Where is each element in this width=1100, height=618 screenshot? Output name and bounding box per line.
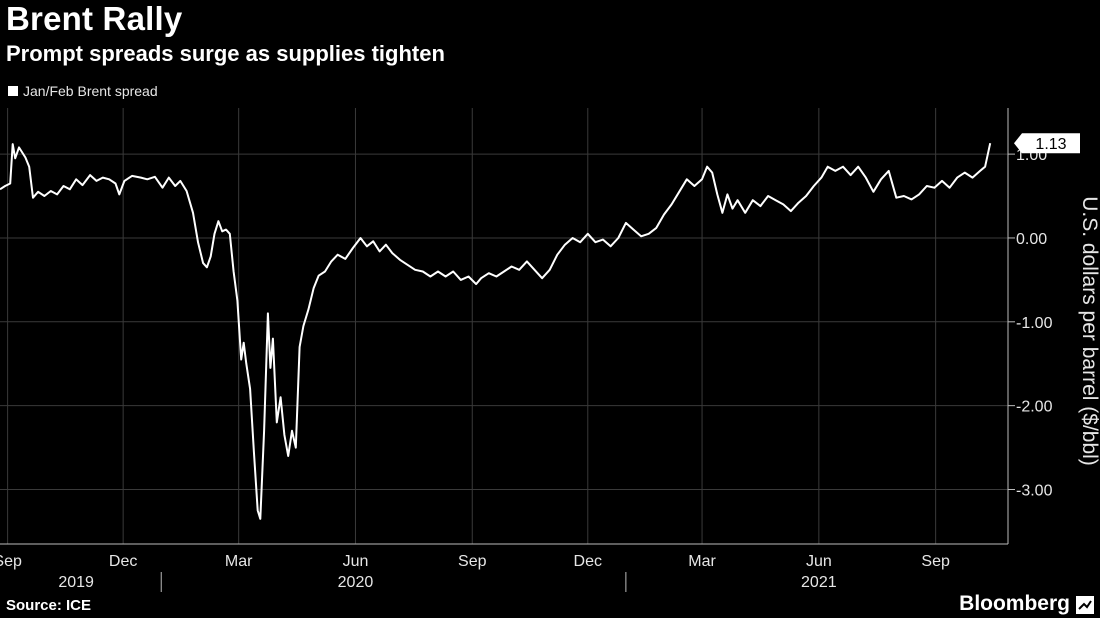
- last-value-callout: [1014, 133, 1080, 154]
- y-tick-label: -2.00: [1016, 399, 1053, 416]
- x-tick-label: Jun: [343, 553, 369, 570]
- y-tick-label: -3.00: [1016, 483, 1053, 500]
- last-value-label: 1.13: [1035, 136, 1066, 153]
- x-tick-label: Sep: [0, 553, 22, 570]
- x-tick-label: Sep: [921, 553, 950, 570]
- x-tick-label: Mar: [225, 553, 253, 570]
- x-tick-label: Mar: [688, 553, 716, 570]
- x-tick-label: Sep: [458, 553, 487, 570]
- legend-label: Jan/Feb Brent spread: [23, 83, 158, 99]
- chart-subtitle: Prompt spreads surge as supplies tighten: [6, 41, 445, 66]
- series-line: [0, 142, 992, 520]
- chart-title: Brent Rally: [6, 0, 183, 37]
- legend: Jan/Feb Brent spread: [8, 83, 158, 99]
- y-tick-label: -1.00: [1016, 315, 1053, 332]
- x-tick-label: Dec: [109, 553, 137, 570]
- bloomberg-logo-icon: [1076, 596, 1094, 614]
- bloomberg-logo: Bloomberg: [959, 592, 1070, 615]
- year-label: 2020: [338, 574, 374, 591]
- x-tick-label: Jun: [806, 553, 832, 570]
- y-tick-label: 0.00: [1016, 231, 1047, 248]
- year-label: 2019: [58, 574, 94, 591]
- year-label: 2021: [801, 574, 837, 591]
- y-axis-title: U.S. dollars per barrel ($/bbl): [1078, 196, 1100, 466]
- source-note: Source: ICE: [6, 597, 92, 614]
- legend-swatch: [8, 86, 18, 96]
- x-tick-label: Dec: [574, 553, 602, 570]
